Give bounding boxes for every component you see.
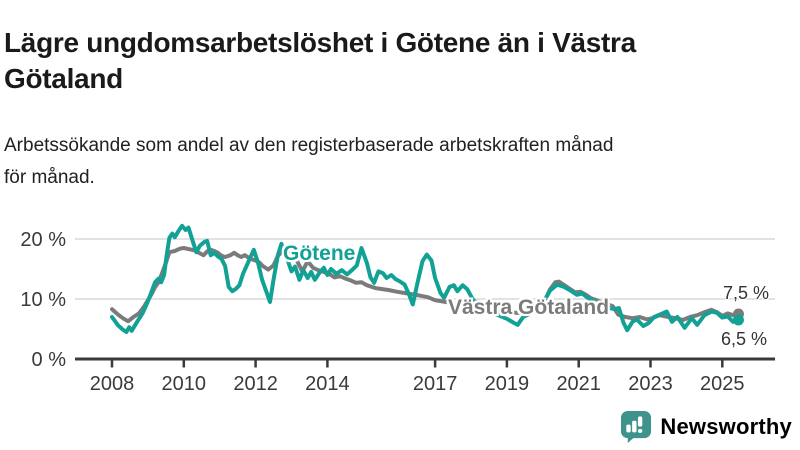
x-tick-label: 2012 [233,373,278,395]
newsworthy-logo-text: Newsworthy [660,414,792,439]
x-tick-label: 2008 [90,373,135,395]
x-tick-label: 2021 [556,373,601,395]
subtitle-line-1: Arbetssökande som andel av den registerb… [4,135,614,156]
y-tick-label: 10 % [20,289,66,311]
series-line-gotene [110,223,741,334]
series-end-dot-gotene [732,314,744,326]
newsworthy-logo-icon [621,410,652,444]
chart-subtitle: Arbetssökande som andel av den registerb… [4,130,794,194]
y-tick-label: 0 % [32,349,67,371]
series-label-gotene: Götene [283,242,356,265]
series-label-vastra-gotaland: Västra Götaland [448,296,610,319]
title-line-1: Lägre ungdomsarbetslöshet i Götene än i … [4,26,636,58]
x-tick-label: 2017 [413,373,458,395]
title-line-2: Götaland [4,62,123,94]
x-tick-label: 2014 [305,373,350,395]
page-title: Lägre ungdomsarbetslöshet i Götene än i … [4,25,794,97]
x-tick-label: 2010 [162,373,207,395]
end-value-label-vastra-gotaland: 7,5 % [722,283,769,303]
subtitle-line-2: för månad. [4,167,95,188]
end-value-label-gotene: 6,5 % [720,329,767,349]
newsworthy-logo: Newsworthy [620,410,792,444]
x-tick-label: 2019 [485,373,530,395]
x-tick-label: 2025 [700,373,745,395]
x-tick-label: 2023 [628,373,673,395]
y-tick-label: 20 % [20,229,66,251]
